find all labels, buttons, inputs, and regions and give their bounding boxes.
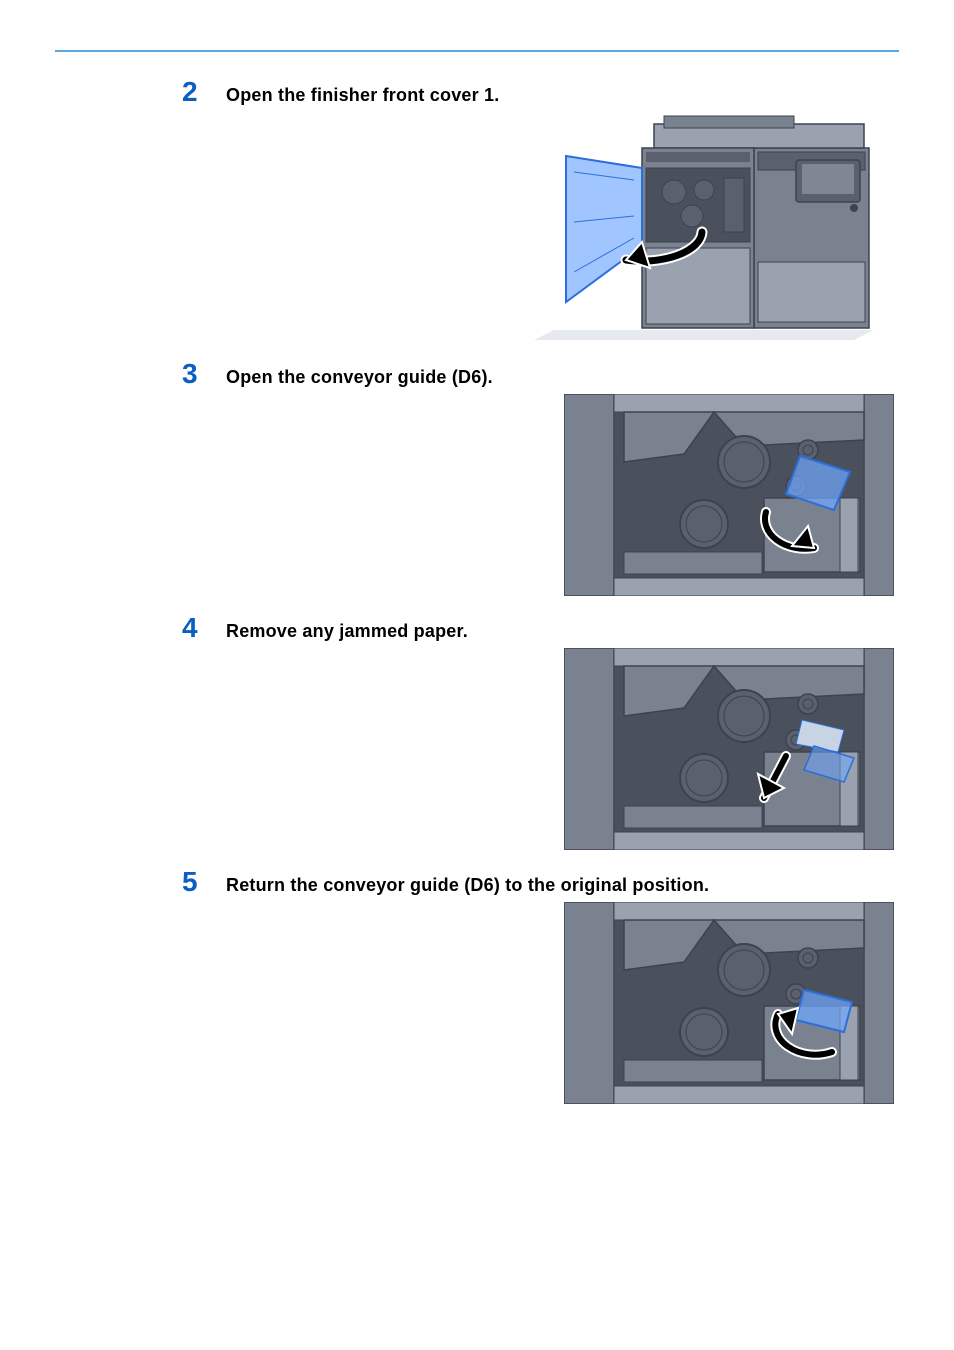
step-figure — [182, 648, 894, 850]
step-figure — [182, 112, 894, 342]
finisher-interior-d6-open-illustration — [564, 394, 894, 596]
step-number: 5 — [182, 868, 202, 896]
step-title: Return the conveyor guide (D6) to the or… — [226, 875, 709, 896]
step-figure — [182, 902, 894, 1104]
step-number: 3 — [182, 360, 202, 388]
instruction-steps: 2 Open the finisher front cover 1. — [182, 78, 894, 1104]
step-3: 3 Open the conveyor guide (D6). — [182, 360, 894, 596]
manual-page: 2 Open the finisher front cover 1. — [0, 0, 954, 1350]
finisher-interior-remove-paper-illustration — [564, 648, 894, 850]
step-number: 2 — [182, 78, 202, 106]
step-number: 4 — [182, 614, 202, 642]
step-5: 5 Return the conveyor guide (D6) to the … — [182, 868, 894, 1104]
step-2: 2 Open the finisher front cover 1. — [182, 78, 894, 342]
step-figure — [182, 394, 894, 596]
step-4: 4 Remove any jammed paper. — [182, 614, 894, 850]
finisher-interior-d6-return-illustration — [564, 902, 894, 1104]
step-head: 3 Open the conveyor guide (D6). — [182, 360, 894, 388]
printer-open-cover-illustration — [534, 112, 894, 342]
step-title: Remove any jammed paper. — [226, 621, 468, 642]
step-head: 4 Remove any jammed paper. — [182, 614, 894, 642]
step-head: 2 Open the finisher front cover 1. — [182, 78, 894, 106]
step-title: Open the conveyor guide (D6). — [226, 367, 493, 388]
step-title: Open the finisher front cover 1. — [226, 85, 499, 106]
step-head: 5 Return the conveyor guide (D6) to the … — [182, 868, 894, 896]
header-rule — [55, 50, 899, 52]
